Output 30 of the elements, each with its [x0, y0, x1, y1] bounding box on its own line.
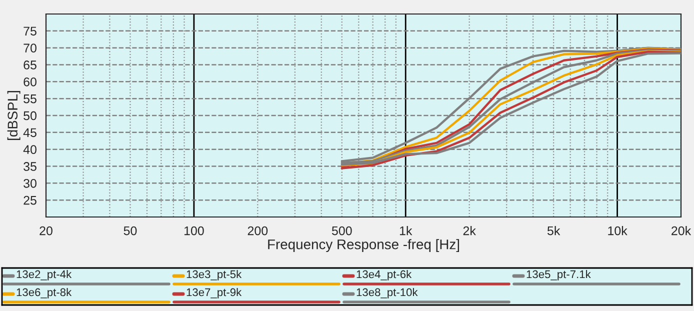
y-tick-label: 40: [23, 145, 36, 154]
y-tick-label: 35: [24, 162, 36, 171]
legend-label: 13e8_pt-10k: [356, 288, 418, 298]
y-tick-label: 25: [24, 196, 36, 205]
x-tick-label: 200: [248, 226, 268, 236]
x-axis-title: Frequency Response -freq [Hz]: [268, 239, 460, 252]
legend-label: 13e7_pt-9k: [186, 288, 242, 298]
y-axis-title: [dBSPL]: [7, 91, 20, 140]
y-tick-label: 55: [24, 94, 36, 104]
y-tick-label: 60: [24, 77, 36, 86]
y-tick-label: 45: [23, 128, 36, 138]
y-tick-label: 30: [24, 178, 36, 188]
legend-label: 13e3_pt-5k: [186, 270, 242, 280]
x-tick-label: 1k: [400, 226, 412, 236]
x-tick-label: 20: [40, 226, 52, 236]
legend-label: 13e6_pt-8k: [16, 288, 72, 298]
x-tick-label: 2k: [463, 226, 476, 236]
y-tick-label: 70: [24, 44, 36, 52]
x-tick-label: 5k: [547, 226, 560, 236]
legend-label: 13e2_pt-4k: [16, 270, 72, 280]
x-tick-label: 20k: [672, 226, 692, 236]
y-tick-label: 50: [24, 111, 36, 120]
y-tick-label: 75: [24, 26, 36, 36]
y-tick-label: 65: [24, 60, 36, 70]
x-tick-label: 50: [124, 226, 137, 236]
x-tick-label: 10k: [608, 226, 628, 236]
legend-label: 13e4_pt-6k: [356, 270, 412, 280]
x-tick-label: 100: [184, 226, 204, 236]
x-tick-label: 500: [332, 226, 352, 236]
legend-label: 13e5_pt-7.1k: [526, 270, 591, 280]
